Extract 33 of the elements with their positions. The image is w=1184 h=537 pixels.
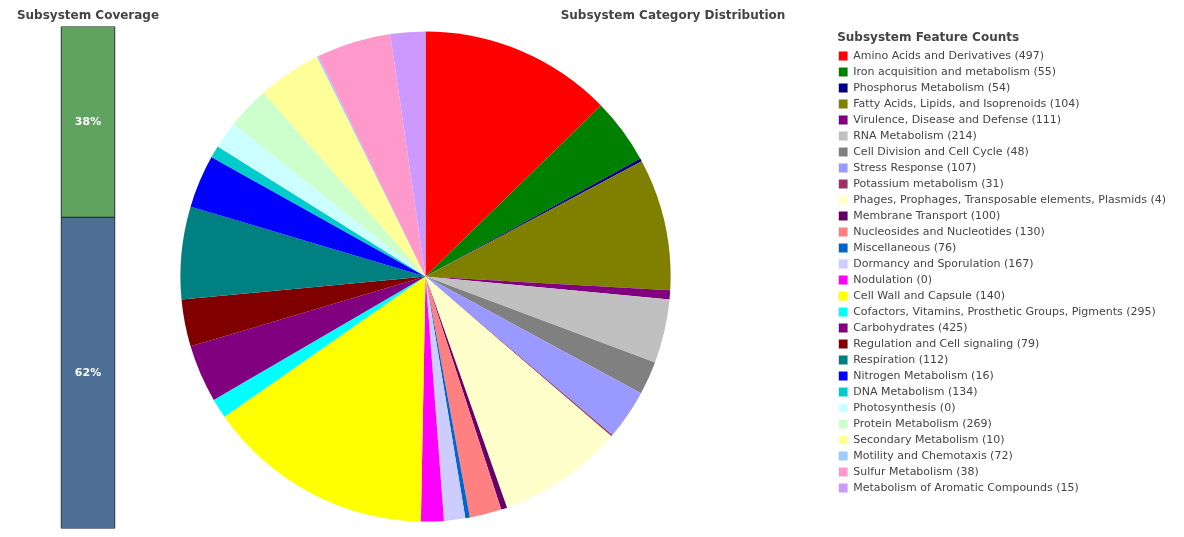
legend-label: Amino Acids and Derivatives (497) bbox=[853, 49, 1045, 62]
legend-label: Regulation and Cell signaling (79) bbox=[853, 337, 1040, 350]
legend-label: Carbohydrates (425) bbox=[853, 321, 968, 334]
legend-label: Protein Metabolism (269) bbox=[853, 417, 992, 430]
legend-label: Virulence, Disease and Defense (111) bbox=[853, 113, 1062, 126]
legend-label: Potassium metabolism (31) bbox=[853, 177, 1004, 190]
legend-label: RNA Metabolism (214) bbox=[853, 129, 977, 142]
legend-label: Stress Response (107) bbox=[853, 161, 977, 174]
chart-title: Subsystem Coverage bbox=[16, 7, 160, 22]
legend-label: Sulfur Metabolism (38) bbox=[853, 465, 979, 478]
legend-label: Miscellaneous (76) bbox=[853, 241, 957, 254]
legend-label: Nodulation (0) bbox=[853, 273, 933, 286]
legend-label: Cofactors, Vitamins, Prosthetic Groups, Pigments (295) bbox=[853, 305, 1156, 318]
legend-label: Phosphorus Metabolism (54) bbox=[853, 81, 1011, 94]
legend-label: Motility and Chemotaxis (72) bbox=[853, 449, 1013, 462]
data-label: 62% bbox=[74, 366, 102, 380]
legend-label: Fatty Acids, Lipids, and Isoprenoids (104) bbox=[853, 97, 1080, 110]
legend-title: Subsystem Feature Counts bbox=[837, 30, 1021, 44]
legend-label: Metabolism of Aromatic Compounds (15) bbox=[853, 481, 1079, 494]
legend-label: Iron acquisition and metabolism (55) bbox=[853, 65, 1057, 78]
legend-label: Photosynthesis (0) bbox=[853, 401, 956, 414]
legend-label: Dormancy and Sporulation (167) bbox=[853, 257, 1034, 270]
chart-title: Subsystem Category Distribution bbox=[560, 7, 786, 22]
legend-label: Respiration (112) bbox=[853, 353, 949, 366]
legend-label: Nucleosides and Nucleotides (130) bbox=[853, 225, 1045, 238]
legend-label: Membrane Transport (100) bbox=[853, 209, 1001, 222]
legend-label: DNA Metabolism (134) bbox=[853, 385, 978, 398]
legend-label: Secondary Metabolism (10) bbox=[853, 433, 1005, 446]
legend-label: Cell Division and Cell Cycle (48) bbox=[853, 145, 1029, 158]
data-label: 38% bbox=[74, 115, 102, 129]
legend-label: Phages, Prophages, Transposable elements, Plasmids (4) bbox=[853, 193, 1166, 206]
legend-label: Cell Wall and Capsule (140) bbox=[853, 289, 1005, 302]
legend-label: Nitrogen Metabolism (16) bbox=[853, 369, 994, 382]
